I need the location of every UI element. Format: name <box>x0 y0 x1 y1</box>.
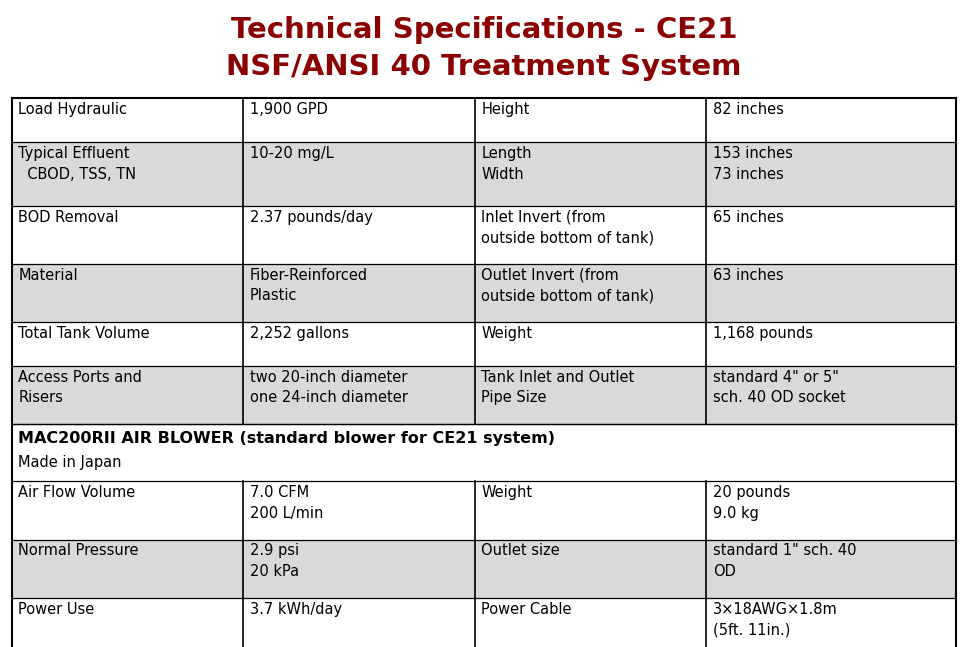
Text: Fiber-Reinforced
Plastic: Fiber-Reinforced Plastic <box>250 268 368 303</box>
Bar <box>243 540 474 598</box>
Text: 1,900 GPD: 1,900 GPD <box>250 102 328 117</box>
Bar <box>12 366 243 424</box>
Bar <box>12 264 243 322</box>
Text: Length
Width: Length Width <box>481 146 531 182</box>
Text: 2.9 psi
20 kPa: 2.9 psi 20 kPa <box>250 543 299 579</box>
Bar <box>706 366 956 424</box>
Text: Inlet Invert (from
outside bottom of tank): Inlet Invert (from outside bottom of tan… <box>481 210 654 245</box>
Text: Made in Japan: Made in Japan <box>18 455 122 470</box>
Text: Power Cable: Power Cable <box>481 602 572 617</box>
Text: Normal Pressure: Normal Pressure <box>18 543 138 558</box>
Bar <box>474 540 706 598</box>
Bar <box>243 142 474 206</box>
Text: Tank Inlet and Outlet
Pipe Size: Tank Inlet and Outlet Pipe Size <box>481 370 635 406</box>
Text: two 20-inch diameter
one 24-inch diameter: two 20-inch diameter one 24-inch diamete… <box>250 370 408 406</box>
Text: 3×18AWG×1.8m
(5ft. 11in.): 3×18AWG×1.8m (5ft. 11in.) <box>712 602 837 637</box>
Text: Outlet Invert (from
outside bottom of tank): Outlet Invert (from outside bottom of ta… <box>481 268 654 303</box>
Text: Weight: Weight <box>481 326 532 341</box>
Text: Technical Specifications - CE21: Technical Specifications - CE21 <box>230 16 738 44</box>
Text: 65 inches: 65 inches <box>712 210 783 225</box>
Text: standard 1" sch. 40
OD: standard 1" sch. 40 OD <box>712 543 857 579</box>
Text: Power Use: Power Use <box>18 602 95 617</box>
Text: 1,168 pounds: 1,168 pounds <box>712 326 813 341</box>
Text: NSF/ANSI 40 Treatment System: NSF/ANSI 40 Treatment System <box>227 53 741 81</box>
Text: standard 4" or 5"
sch. 40 OD socket: standard 4" or 5" sch. 40 OD socket <box>712 370 845 406</box>
Bar <box>706 264 956 322</box>
Bar <box>243 264 474 322</box>
Text: Total Tank Volume: Total Tank Volume <box>18 326 150 341</box>
Text: 20 pounds
9.0 kg: 20 pounds 9.0 kg <box>712 485 790 521</box>
Text: 63 inches: 63 inches <box>712 268 783 283</box>
Text: Weight: Weight <box>481 485 532 500</box>
Text: 153 inches
73 inches: 153 inches 73 inches <box>712 146 793 182</box>
Text: Material: Material <box>18 268 78 283</box>
Text: 10-20 mg/L: 10-20 mg/L <box>250 146 334 161</box>
Text: Typical Effluent
  CBOD, TSS, TN: Typical Effluent CBOD, TSS, TN <box>18 146 136 182</box>
Bar <box>474 366 706 424</box>
Text: Outlet size: Outlet size <box>481 543 560 558</box>
Bar <box>243 366 474 424</box>
Text: Access Ports and
Risers: Access Ports and Risers <box>18 370 142 406</box>
Bar <box>12 540 243 598</box>
Bar <box>12 424 956 481</box>
Bar <box>474 142 706 206</box>
Text: 2,252 gallons: 2,252 gallons <box>250 326 349 341</box>
Text: 82 inches: 82 inches <box>712 102 784 117</box>
Text: MAC200RII AIR BLOWER (standard blower for CE21 system): MAC200RII AIR BLOWER (standard blower fo… <box>18 431 556 446</box>
Text: 3.7 kWh/day: 3.7 kWh/day <box>250 602 342 617</box>
Bar <box>706 142 956 206</box>
Bar <box>474 264 706 322</box>
Bar <box>706 540 956 598</box>
Text: Air Flow Volume: Air Flow Volume <box>18 485 136 500</box>
Text: Load Hydraulic: Load Hydraulic <box>18 102 128 117</box>
Text: 2.37 pounds/day: 2.37 pounds/day <box>250 210 373 225</box>
Bar <box>12 142 243 206</box>
Text: Height: Height <box>481 102 529 117</box>
Text: BOD Removal: BOD Removal <box>18 210 119 225</box>
Text: 7.0 CFM
200 L/min: 7.0 CFM 200 L/min <box>250 485 323 521</box>
